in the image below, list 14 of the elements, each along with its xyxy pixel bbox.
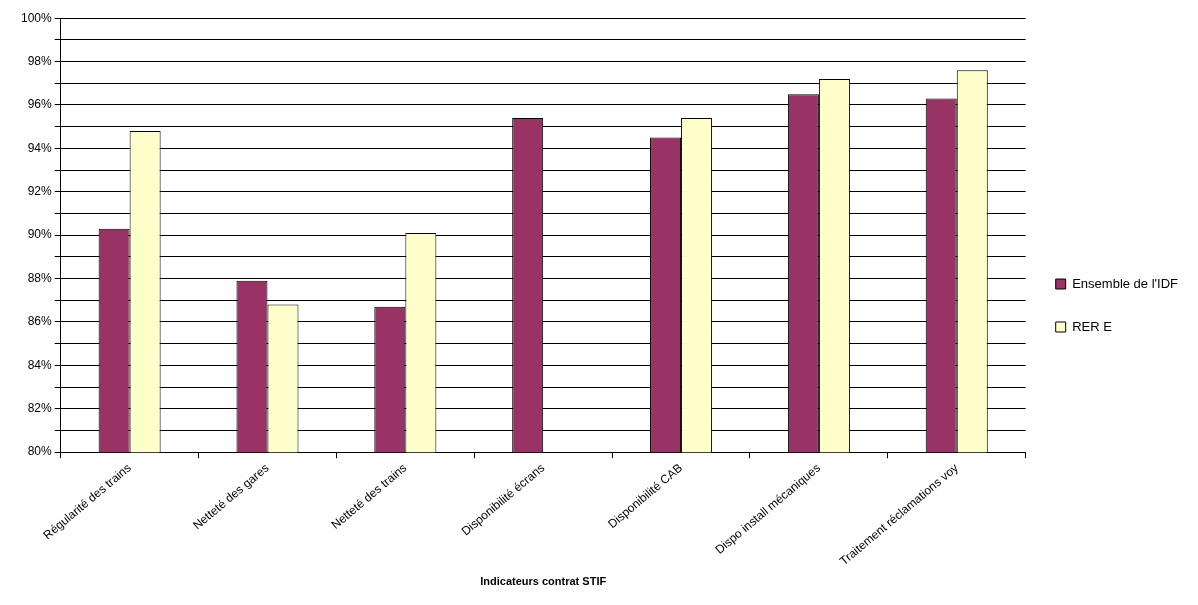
y-tick-label: 92% [27,184,53,199]
legend-label: RER E [1072,318,1113,334]
y-tick-label: 86% [27,314,53,329]
y-tick-label: 88% [27,270,53,285]
x-axis-title: Indicateurs contrat STIF [480,575,607,588]
legend-label: Ensemble de l'IDF [1072,275,1179,291]
y-tick-label: 82% [27,401,53,416]
y-tick-label: 80% [27,444,53,459]
y-tick-label: 98% [27,53,53,68]
y-tick-label: 96% [27,97,53,112]
y-tick-label: 84% [27,357,53,372]
y-tick-label: 100% [20,10,53,25]
y-tick-label: 94% [27,140,53,155]
y-tick-label: 90% [27,227,53,242]
